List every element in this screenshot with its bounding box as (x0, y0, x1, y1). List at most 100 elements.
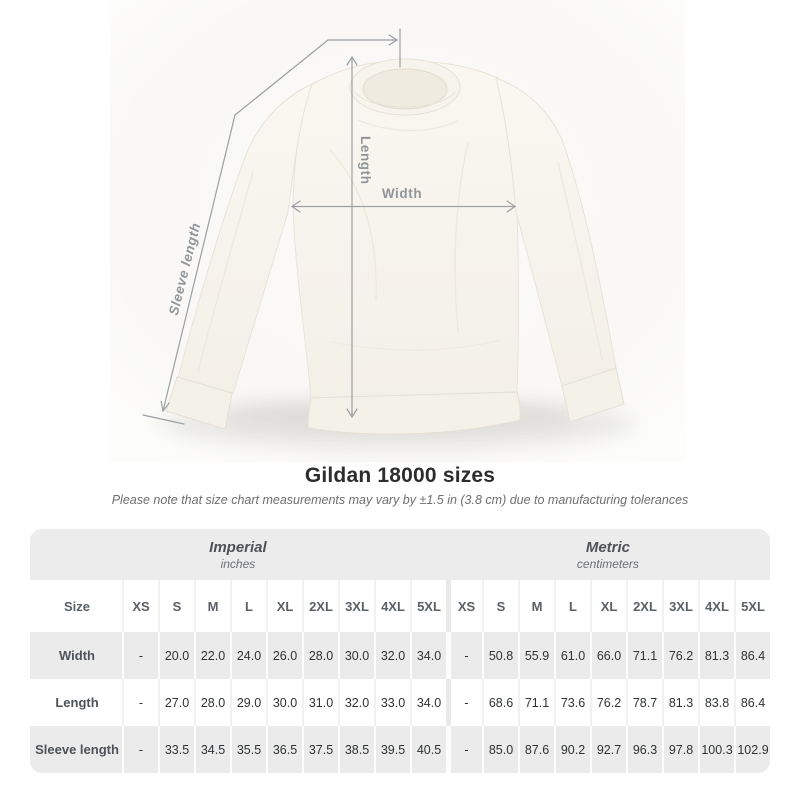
value-cell: 33.0 (374, 679, 410, 726)
value-cell: 34.0 (410, 679, 446, 726)
value-cell: 86.4 (734, 679, 770, 726)
width-label: Width (382, 186, 422, 201)
value-cell: 87.6 (518, 726, 554, 773)
size-header-cell: 5XL (734, 580, 770, 632)
value-cell: 78.7 (626, 679, 662, 726)
left-cuff (165, 376, 233, 430)
size-header-cell: L (554, 580, 590, 632)
size-header-cell: 4XL (698, 580, 734, 632)
value-cell: 32.0 (374, 632, 410, 679)
waistband (307, 391, 521, 435)
length-row: Length - 27.0 28.0 29.0 30.0 31.0 32.0 3… (30, 679, 770, 726)
value-cell: 66.0 (590, 632, 626, 679)
arrow-right-icon (388, 34, 399, 46)
value-cell: 76.2 (590, 679, 626, 726)
value-cell: 24.0 (230, 632, 266, 679)
size-table: Imperial inches Metric centimeters Size … (30, 529, 770, 773)
value-cell: 36.5 (266, 726, 302, 773)
value-cell: 28.0 (302, 632, 338, 679)
size-header-cell: XS (446, 580, 482, 632)
arrow-up-icon (346, 55, 358, 66)
value-cell: 55.9 (518, 632, 554, 679)
size-header-cell: XL (266, 580, 302, 632)
value-cell: - (122, 679, 158, 726)
sleeve-length-row: Sleeve length - 33.5 34.5 35.5 36.5 37.5… (30, 726, 770, 773)
value-cell: 97.8 (662, 726, 698, 773)
value-cell: 76.2 (662, 632, 698, 679)
size-column-header: Size (30, 580, 122, 632)
value-cell: 39.5 (374, 726, 410, 773)
value-cell: 27.0 (158, 679, 194, 726)
sweatshirt-illustration (165, 58, 625, 435)
size-header-cell: S (158, 580, 194, 632)
size-header-cell: L (230, 580, 266, 632)
tick-cuff (142, 414, 185, 425)
size-header-cell: 2XL (626, 580, 662, 632)
imperial-sublabel: inches (220, 557, 256, 571)
metric-sublabel: centimeters (576, 557, 639, 571)
value-cell: 85.0 (482, 726, 518, 773)
sweatshirt-diagram: Length Width Sleeve length (110, 0, 685, 462)
value-cell: 38.5 (338, 726, 374, 773)
value-cell: 34.0 (410, 632, 446, 679)
value-cell: 29.0 (230, 679, 266, 726)
value-cell: 81.3 (662, 679, 698, 726)
value-cell: 37.5 (302, 726, 338, 773)
value-cell: 32.0 (338, 679, 374, 726)
row-label: Length (30, 679, 122, 726)
value-cell: 81.3 (698, 632, 734, 679)
fabric-folds (197, 119, 603, 373)
tolerance-note: Please note that size chart measurements… (111, 493, 689, 507)
value-cell: - (446, 726, 482, 773)
value-cell: 30.0 (266, 679, 302, 726)
value-cell: - (122, 726, 158, 773)
value-cell: 71.1 (626, 632, 662, 679)
value-cell: 28.0 (194, 679, 230, 726)
value-cell: - (122, 632, 158, 679)
unit-section-band: Imperial inches Metric centimeters (30, 529, 770, 580)
value-cell: 96.3 (626, 726, 662, 773)
product-photo: Length Width Sleeve length (110, 0, 685, 462)
collar-inner (362, 68, 448, 110)
metric-label: Metric (585, 539, 631, 556)
value-cell: - (446, 632, 482, 679)
size-header-cell: 5XL (410, 580, 446, 632)
size-header-cell: XS (122, 580, 158, 632)
length-label: Length (358, 136, 373, 185)
size-header-cell: 4XL (374, 580, 410, 632)
value-cell: 26.0 (266, 632, 302, 679)
imperial-label: Imperial (209, 539, 267, 556)
width-line (290, 200, 517, 213)
value-cell: 34.5 (194, 726, 230, 773)
value-cell: 100.3 (698, 726, 734, 773)
size-header-cell: XL (590, 580, 626, 632)
page-title: Gildan 18000 sizes (304, 464, 496, 487)
value-cell: 35.5 (230, 726, 266, 773)
row-label: Width (30, 632, 122, 679)
size-header-cell: 3XL (338, 580, 374, 632)
value-cell: 20.0 (158, 632, 194, 679)
collar-seam (354, 91, 456, 108)
imperial-section-header: Imperial inches (30, 538, 446, 572)
value-cell: 92.7 (590, 726, 626, 773)
value-cell: 33.5 (158, 726, 194, 773)
row-label: Sleeve length (30, 726, 122, 773)
value-cell: 22.0 (194, 632, 230, 679)
value-cell: 90.2 (554, 726, 590, 773)
size-header-cell: M (194, 580, 230, 632)
value-cell: 71.1 (518, 679, 554, 726)
width-row: Width - 20.0 22.0 24.0 26.0 28.0 30.0 32… (30, 632, 770, 679)
value-cell: 102.9 (734, 726, 770, 773)
value-cell: 50.8 (482, 632, 518, 679)
right-cuff (561, 367, 625, 423)
value-cell: 30.0 (338, 632, 374, 679)
metric-section-header: Metric centimeters (446, 538, 770, 572)
size-header-cell: S (482, 580, 518, 632)
size-header-row: Size XS S M L XL 2XL 3XL 4XL 5XL XS S M … (30, 580, 770, 632)
value-cell: 31.0 (302, 679, 338, 726)
size-header-cell: 2XL (302, 580, 338, 632)
value-cell: 83.8 (698, 679, 734, 726)
value-cell: 40.5 (410, 726, 446, 773)
arrow-end-icon (160, 400, 170, 413)
